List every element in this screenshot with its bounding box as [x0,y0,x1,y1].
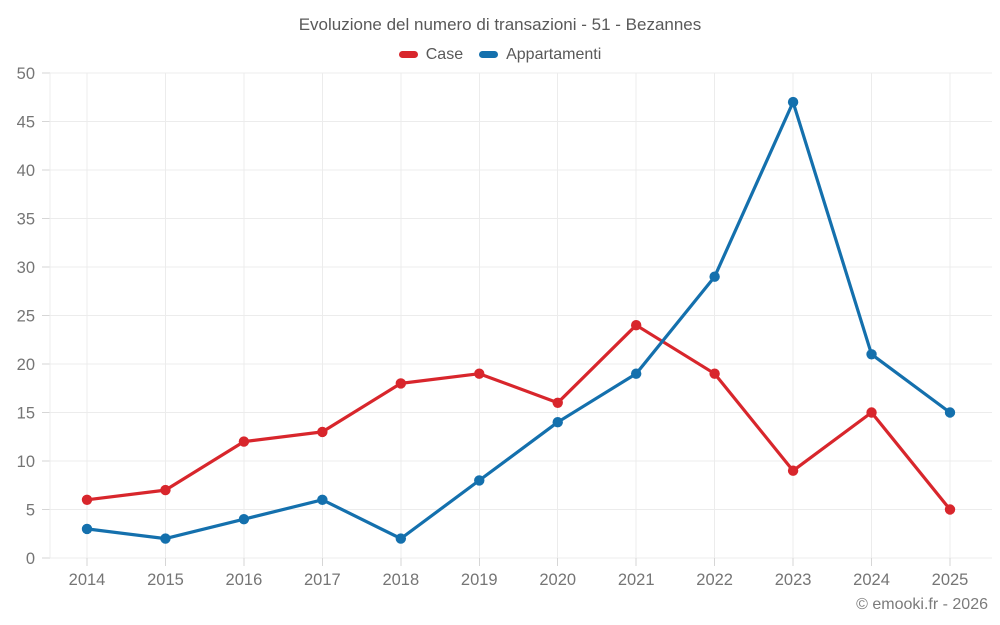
series-line-appartamenti [85,100,952,541]
legend-swatch-icon [398,51,418,59]
y-tick-label: 5 [26,502,35,520]
point-appartamenti-2014 [81,523,93,535]
point-case-2014 [81,494,93,505]
chart-title: Evoluzione del numero di transazioni - 5… [298,15,702,34]
y-tick-label: 10 [17,453,35,471]
point-case-2023 [787,465,799,476]
point-appartamenti-2022 [709,271,720,282]
x-tick-label: 2016 [226,571,263,589]
point-appartamenti-2020 [552,417,563,428]
legend-item-appartamenti[interactable]: Appartamenti [479,45,601,64]
point-appartamenti-2024 [866,349,877,360]
x-tick-label: 2023 [775,571,812,589]
watermark-credit: © emooki.fr - 2026 [856,596,988,613]
x-tick-label: 2014 [69,571,106,589]
y-tick-label: 0 [26,550,35,568]
point-appartamenti-2019 [474,475,485,486]
y-tick-label: 20 [17,356,35,374]
point-case-2018 [395,378,407,389]
point-appartamenti-2021 [630,368,642,379]
legend-swatch-icon [479,51,499,59]
point-appartamenti-2017 [317,494,328,505]
point-appartamenti-2015 [160,533,171,544]
point-case-2021 [630,320,642,331]
x-tick-label: 2018 [382,571,419,589]
y-tick-label: 25 [17,308,35,326]
point-case-2017 [317,426,328,438]
x-tick-label: 2025 [932,571,969,589]
x-tick-label: 2024 [853,571,890,589]
y-tick-label: 40 [17,162,35,180]
point-appartamenti-2025 [944,407,956,418]
x-tick-label: 2021 [618,571,655,589]
legend-item-case[interactable]: Case [398,45,464,64]
point-case-2024 [866,407,877,418]
chart-legend: Case Appartamenti [0,45,1000,64]
x-tick-label: 2022 [696,571,733,589]
y-tick-label: 30 [17,259,35,277]
x-tick-label: 2017 [304,571,341,589]
y-tick-label: 45 [17,114,35,132]
legend-label: Appartamenti [506,46,602,63]
x-tick-label: 2020 [539,571,576,589]
x-tick-label: 2015 [147,571,184,589]
point-case-2016 [238,436,250,447]
legend-label: Case [425,46,464,63]
point-case-2022 [709,368,720,379]
point-case-2020 [552,397,563,408]
point-appartamenti-2016 [238,514,250,525]
y-tick-label: 50 [17,65,35,83]
point-case-2019 [474,368,485,379]
point-appartamenti-2018 [395,533,407,544]
y-tick-label: 15 [17,405,35,423]
point-case-2015 [160,484,171,496]
y-tick-label: 35 [17,211,35,229]
point-appartamenti-2023 [787,96,799,108]
x-tick-label: 2019 [461,571,498,589]
point-case-2025 [944,504,956,515]
series-line-case [85,323,952,512]
